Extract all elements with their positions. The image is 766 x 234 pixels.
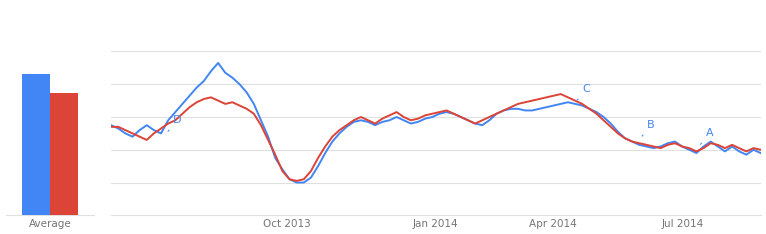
Bar [51,93,78,215]
Text: A: A [701,128,713,144]
Text: C: C [578,84,590,100]
Bar [22,74,51,215]
Text: B: B [642,120,655,136]
Text: D: D [168,115,182,131]
